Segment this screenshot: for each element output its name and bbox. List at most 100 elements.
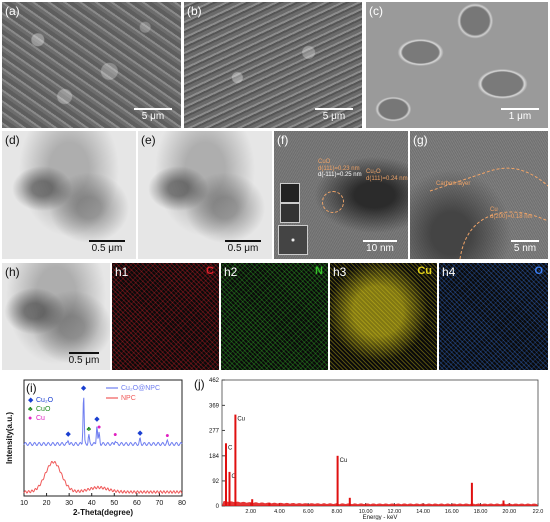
- eds-xtick-label: 12.00: [387, 509, 401, 515]
- panel-f-cu2o-annotation: Cu₂O d(111)=0.24 nm: [366, 169, 408, 182]
- panel-f-scale-text: 10 nm: [366, 243, 394, 254]
- eds-peak-label: Cu: [237, 417, 245, 423]
- xrd-xtick-label: 60: [133, 500, 141, 507]
- panel-j-eds: (j) 0 92 184 277 369 462 2.00 4.00 6.00 8.00 10.00 1…: [192, 374, 548, 520]
- panel-a-scale-text: 5 μm: [141, 111, 165, 122]
- eds-xtick-label: 6.00: [303, 509, 314, 515]
- eds-xtick-label: 4.00: [274, 509, 285, 515]
- xrd-chart: (i) 10 20 30 40 50 60 70 80 2-Theta(degree) Intens…: [5, 379, 186, 517]
- eds-xlabel: Energy - keV: [363, 515, 398, 520]
- xrd-phase-marker: ♣: [86, 426, 91, 433]
- panel-a-label: (a): [5, 4, 20, 18]
- xrd-xtick-label: 30: [65, 500, 73, 507]
- eds-continuum: [222, 501, 538, 506]
- eds-xtick-label: 20.00: [502, 509, 516, 515]
- fft-inset-2: [280, 203, 300, 223]
- panel-d-scale-text: 0.5 μm: [91, 243, 123, 254]
- panel-e-scale-text: 0.5 μm: [227, 243, 259, 254]
- panel-d-tem: (d) 0.5 μm: [2, 131, 136, 259]
- selection-circle: [322, 191, 344, 213]
- panel-h4-map-o: h4 O: [439, 263, 548, 370]
- eds-ytick-label: 277: [209, 428, 220, 434]
- panel-h3-element: Cu: [417, 265, 432, 277]
- eds-ytick-label: 462: [209, 378, 220, 384]
- panel-g-cu-annotation: Cu d(200)=0.18 nm: [490, 207, 533, 220]
- eds-xtick-label: 14.00: [416, 509, 430, 515]
- fft-inset: [280, 183, 300, 203]
- eds-xtick-label: 8.00: [332, 509, 343, 515]
- panel-f-hrtem: (f) CuO d(111)=0.23 nm d(-111)=0.25 nm C…: [274, 131, 408, 259]
- panel-i-xrd: (i) 10 20 30 40 50 60 70 80 2-Theta(degree) Intens…: [2, 374, 188, 520]
- xrd-legend-phase-marker: ●: [28, 415, 32, 422]
- panel-g-hrtem: (g) Carbon layer Cu d(200)=0.18 nm 5 nm: [410, 131, 548, 259]
- panel-g-carbon-annotation: Carbon layer: [436, 181, 471, 187]
- eds-ytick-label: 369: [209, 403, 220, 409]
- panel-g-scale-text: 5 nm: [513, 243, 537, 254]
- panel-a-sem: (a) 5 μm: [2, 2, 181, 128]
- eds-xtick-label: 2.00: [245, 509, 256, 515]
- xrd-series-npc: [23, 460, 183, 494]
- xrd-phase-marker: ●: [165, 433, 169, 440]
- eds-peak: [228, 471, 231, 506]
- panel-h1-map-c: h1 C: [112, 263, 219, 370]
- panel-b-sem: (b) 5 μm: [184, 2, 362, 128]
- xrd-xtick-label: 10: [20, 500, 28, 507]
- eds-peak: [348, 497, 351, 506]
- panel-e-scalebar: 0.5 μm: [220, 240, 266, 254]
- panel-h2-label: h2: [224, 265, 238, 279]
- xrd-series-cu2o-npc: [23, 397, 183, 447]
- xrd-phase-marker: ●: [113, 432, 117, 439]
- panel-c-label: (c): [369, 4, 383, 18]
- panel-a-scalebar: 5 μm: [133, 108, 173, 122]
- eds-ytick-label: 92: [212, 479, 219, 485]
- xrd-ylabel: Intensity(a.u.): [5, 412, 14, 464]
- eds-peak-label: Cu: [340, 458, 348, 464]
- panel-d-scalebar: 0.5 μm: [84, 240, 130, 254]
- panel-e-tem: (e) 0.5 μm: [138, 131, 272, 259]
- panel-h4-element: O: [534, 265, 543, 277]
- xrd-phase-marker: ◆: [81, 385, 87, 392]
- panel-b-scale-text: 5 μm: [322, 111, 346, 122]
- fft-inset-3: [278, 225, 308, 255]
- panel-h-label: (h): [5, 265, 20, 279]
- xrd-phase-marker: ◆: [66, 431, 72, 438]
- panel-f-cuo-annotation: CuO d(111)=0.23 nm d(-111)=0.25 nm: [318, 159, 362, 179]
- panel-h2-element: N: [315, 265, 323, 277]
- panel-b-scalebar: 5 μm: [314, 108, 354, 122]
- panel-e-label: (e): [141, 133, 156, 147]
- eds-ytick-label: 184: [209, 454, 220, 460]
- xrd-xtick-label: 80: [178, 500, 186, 507]
- xrd-legend-series-name: NPC: [121, 395, 136, 402]
- panel-f-scalebar: 10 nm: [360, 240, 400, 254]
- xrd-legend-phase-marker: ♣: [28, 406, 33, 413]
- eds-xtick-label: 22.0: [533, 509, 544, 515]
- xrd-xtick-label: 20: [43, 500, 51, 507]
- eds-peak: [268, 502, 271, 506]
- eds-ytick-label: 0: [216, 504, 220, 510]
- eds-peak: [336, 455, 339, 506]
- panel-h-scalebar: 0.5 μm: [62, 352, 106, 366]
- xrd-legend-phase-marker: ◆: [28, 397, 34, 404]
- eds-peak: [225, 443, 227, 506]
- panel-d-label: (d): [5, 133, 20, 147]
- panel-h3-map-cu: h3 Cu: [330, 263, 437, 370]
- panel-j-label: (j): [194, 377, 205, 391]
- panel-f-label: (f): [277, 133, 289, 147]
- panel-i-label: (i): [26, 381, 37, 395]
- panel-c-scale-text: 1 μm: [508, 111, 532, 122]
- xrd-legend-series-name: Cu₂O@NPC: [121, 385, 160, 392]
- panel-h-scale-text: 0.5 μm: [68, 355, 100, 366]
- eds-peak: [234, 414, 237, 506]
- xrd-xtick-label: 70: [156, 500, 164, 507]
- eds-peak-label: C: [228, 445, 233, 451]
- eds-xtick-label: 10.00: [359, 509, 373, 515]
- panel-h1-label: h1: [115, 265, 129, 279]
- panel-h1-element: C: [206, 265, 214, 277]
- xrd-xtick-label: 50: [110, 500, 118, 507]
- panel-b-label: (b): [187, 4, 202, 18]
- panel-h4-label: h4: [442, 265, 456, 279]
- panel-h2-map-n: h2 N: [221, 263, 328, 370]
- panel-g-label: (g): [413, 133, 428, 147]
- eds-peak: [470, 482, 473, 506]
- xrd-phase-marker: ◆: [94, 416, 100, 423]
